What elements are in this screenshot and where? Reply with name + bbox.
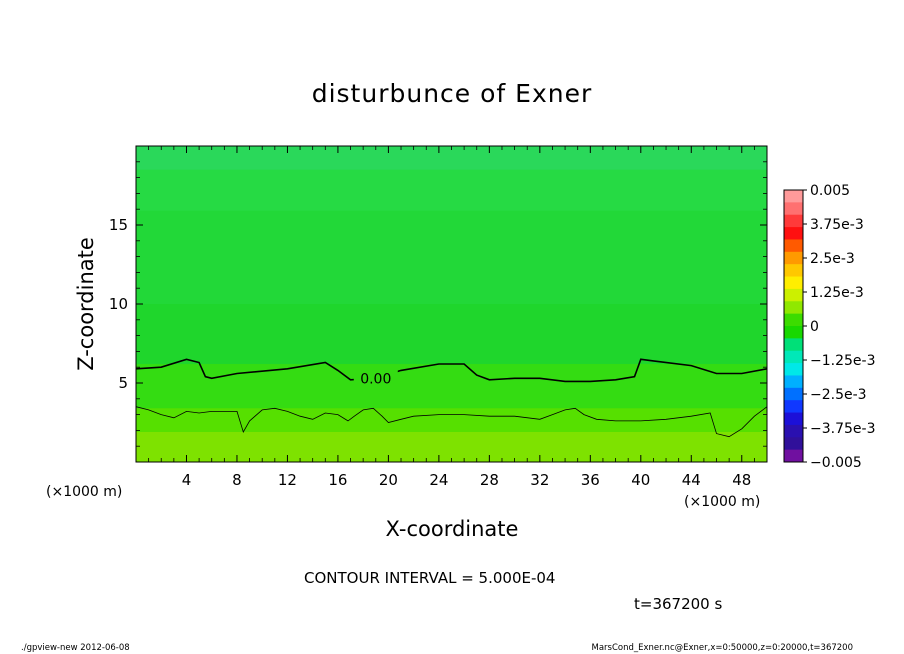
x-tick-label: 32 — [530, 471, 549, 489]
colorbar-segment — [784, 412, 803, 426]
colorbar-segment — [784, 214, 803, 228]
contour-label: 0.00 — [360, 371, 391, 387]
chart-title: disturbunce of Exner — [312, 79, 593, 108]
colorbar-segment — [784, 449, 803, 463]
colorbar-tick-label: 1.25e-3 — [810, 285, 864, 301]
x-tick-label: 36 — [581, 471, 600, 489]
x-tick-label: 8 — [232, 471, 242, 489]
colorbar-tick-label: −3.75e-3 — [810, 421, 875, 437]
colorbar-tick-label: 0.005 — [810, 183, 850, 199]
colorbar-segment — [784, 363, 803, 376]
footer-left-text: ./gpview-new 2012-06-08 — [21, 643, 130, 653]
colorbar-segment — [784, 251, 803, 265]
x-tick-label: 44 — [682, 471, 701, 489]
colorbar-segment — [784, 313, 803, 327]
colorbar-segment — [784, 276, 803, 290]
x-axis-unit-left: (×1000 m) — [46, 484, 122, 500]
colorbar-tick-label: −2.5e-3 — [810, 387, 867, 403]
colorbar-segment — [784, 239, 803, 253]
x-axis-title: X-coordinate — [386, 517, 519, 541]
contour-label-bg — [353, 369, 398, 386]
y-tick-label: 5 — [118, 374, 128, 392]
colorbar-tick-label: 2.5e-3 — [810, 251, 855, 267]
x-tick-label: 4 — [182, 471, 192, 489]
colorbar-segment — [784, 350, 803, 364]
colorbar-segment — [784, 400, 803, 413]
x-tick-label: 28 — [480, 471, 499, 489]
x-tick-label: 24 — [429, 471, 448, 489]
colorbar-tick-label: 3.75e-3 — [810, 217, 864, 233]
colorbar-tick-label: −1.25e-3 — [810, 353, 875, 369]
colorbar: 0.005 3.75e-3 2.5e-3 1.25e-3 0 −1.25e-3 −2.5e-… — [783, 183, 875, 471]
colorbar-segment — [784, 387, 803, 401]
x-tick-label: 16 — [328, 471, 347, 489]
y-tick-label: 15 — [109, 216, 128, 234]
colorbar-segment — [784, 301, 803, 315]
contour-line-0 — [135, 358, 768, 383]
colorbar-segment — [784, 227, 803, 240]
colorbar-segment — [784, 326, 803, 339]
colorbar-segment — [784, 375, 803, 389]
contour-line-1 — [135, 406, 768, 438]
colorbar-tick-label: −0.005 — [810, 455, 862, 471]
y-axis-title: Z-coordinate — [74, 237, 98, 371]
time-text: t=367200 s — [634, 595, 722, 613]
plot-field — [136, 146, 767, 462]
contour-lines: 0.00 — [135, 358, 768, 438]
x-tick-label: 20 — [379, 471, 398, 489]
y-tick-label: 10 — [109, 295, 128, 313]
x-tick-label: 12 — [278, 471, 297, 489]
contour-interval-text: CONTOUR INTERVAL = 5.000E-04 — [304, 569, 555, 587]
colorbar-segment — [784, 264, 803, 277]
colorbar-segment — [784, 424, 803, 438]
colorbar-segment — [784, 338, 803, 352]
footer-right-text: MarsCond_Exner.nc@Exner,x=0:50000,z=0:20… — [591, 643, 853, 653]
x-tick-label: 48 — [732, 471, 751, 489]
x-tick-label: 40 — [631, 471, 650, 489]
field-band-6 — [136, 431, 767, 462]
colorbar-segment — [784, 190, 803, 203]
colorbar-tick-label: 0 — [810, 319, 819, 335]
x-axis-unit-right: (×1000 m) — [684, 494, 760, 510]
colorbar-segment — [784, 202, 803, 216]
colorbar-segment — [784, 288, 803, 302]
colorbar-segment — [784, 437, 803, 451]
